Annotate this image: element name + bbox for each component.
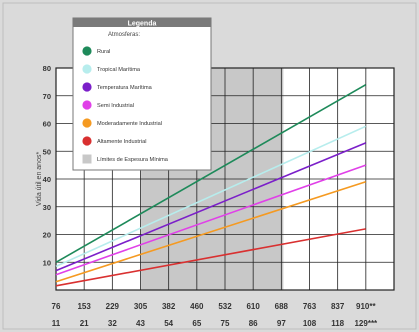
legend: Legenda Atmosferas: Rural Tropical Maríti… xyxy=(72,17,212,171)
x-tick-label-top: 688 xyxy=(275,302,289,311)
legend-label: Rural xyxy=(97,49,110,55)
x-tick-label-top: 305 xyxy=(134,302,148,311)
y-axis-label: Vida útil en anos* xyxy=(36,152,43,207)
x-tick-label-bottom: 32 xyxy=(108,319,117,328)
y-tick-label: 10 xyxy=(43,258,51,267)
y-tick-label: 30 xyxy=(43,203,51,212)
series-line-5 xyxy=(55,181,367,283)
y-tick-label: 20 xyxy=(43,231,51,240)
legend-subtitle: Atmosferas: xyxy=(108,32,140,38)
x-tick-label-bottom: 43 xyxy=(136,319,145,328)
y-tick-label: 70 xyxy=(43,92,51,101)
series-line-4 xyxy=(55,164,367,276)
legend-swatch xyxy=(82,64,92,74)
legend-label: Tropical Marítima xyxy=(97,67,141,73)
x-tick-label-bottom: 108 xyxy=(303,319,317,328)
legend-swatch xyxy=(82,82,92,92)
series-line-3 xyxy=(55,142,367,272)
x-tick-label-bottom: 86 xyxy=(249,319,258,328)
x-tick-label-bottom: 129*** xyxy=(354,319,378,328)
x-tick-label-top: 76 xyxy=(52,302,61,311)
y-tick-labels: 10 20 30 40 50 60 70 80 xyxy=(43,64,51,267)
x-tick-label-top: 910** xyxy=(356,302,376,311)
legend-box xyxy=(72,17,212,171)
x-tick-label-top: 763 xyxy=(303,302,317,311)
x-tick-label-bottom: 75 xyxy=(221,319,230,328)
legend-title: Legenda xyxy=(128,21,157,28)
x-tick-label-top: 837 xyxy=(331,302,345,311)
x-tick-label-bottom: 54 xyxy=(164,319,173,328)
x-tick-label-top: 229 xyxy=(106,302,120,311)
x-tick-label-bottom: 21 xyxy=(80,319,89,328)
legend-label: Moderadamente Industrial xyxy=(97,121,162,127)
series-line-1 xyxy=(55,84,367,263)
legend-label: Límites de Espesura Mínima xyxy=(97,157,169,163)
legend-label: Semi Industrial xyxy=(97,103,134,109)
x-tick-label-top: 532 xyxy=(218,302,232,311)
y-tick-label: 50 xyxy=(43,147,51,156)
legend-label: Temperatura Marítima xyxy=(97,85,153,91)
series-line-6 xyxy=(55,228,366,287)
x-tick-label-top: 153 xyxy=(77,302,91,311)
y-tick-label: 60 xyxy=(43,120,51,129)
y-tick-label: 40 xyxy=(43,175,51,184)
legend-swatch xyxy=(82,46,92,56)
legend-swatch xyxy=(82,136,92,146)
plot-border xyxy=(55,67,395,291)
legend-swatch xyxy=(82,100,92,110)
legend-title-bar xyxy=(73,18,211,27)
legend-label: Altamente Industrial xyxy=(97,139,146,145)
x-tick-label-top: 382 xyxy=(162,302,176,311)
series-lines xyxy=(55,84,367,287)
x-tick-label-bottom: 65 xyxy=(192,319,201,328)
x-tick-label-bottom: 118 xyxy=(331,319,344,328)
series-line-2 xyxy=(55,125,367,268)
legend-swatch xyxy=(82,154,92,164)
x-tick-label-top: 610 xyxy=(246,302,260,311)
x-tick-label-bottom: 11 xyxy=(52,319,61,328)
x-tick-label-top: 460 xyxy=(190,302,204,311)
y-tick-label: 80 xyxy=(43,64,51,73)
legend-swatch xyxy=(82,118,92,128)
x-tick-labels: 76 153 229 305 382 460 532 610 688 763 837 910** 11 2… xyxy=(52,302,379,328)
x-tick-label-bottom: 97 xyxy=(277,319,286,328)
